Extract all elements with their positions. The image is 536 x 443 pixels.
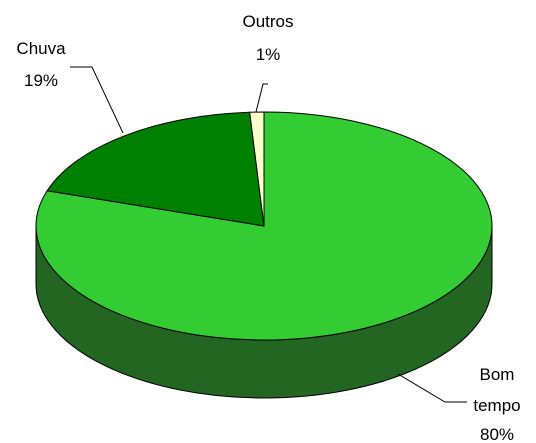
label-name-bom-tempo-line1: Bom <box>480 365 515 384</box>
label-percent-bom-tempo: 80% <box>480 425 514 443</box>
leader-chuva <box>70 66 124 134</box>
label-name-chuva: Chuva <box>16 39 66 58</box>
label-name-bom-tempo-line2: tempo <box>473 396 520 415</box>
pie-slice-chuva <box>46 111 265 227</box>
label-percent-chuva: 19% <box>24 71 58 90</box>
pie-slice-outros <box>249 111 265 227</box>
leader-bom-tempo <box>397 373 467 403</box>
label-name-outros: Outros <box>242 12 293 31</box>
pie-slice-bom-tempo <box>35 111 493 341</box>
label-percent-outros: 1% <box>256 45 281 64</box>
leader-lines <box>70 66 467 403</box>
leader-outros <box>255 83 268 113</box>
pie-top-slices <box>35 111 493 341</box>
